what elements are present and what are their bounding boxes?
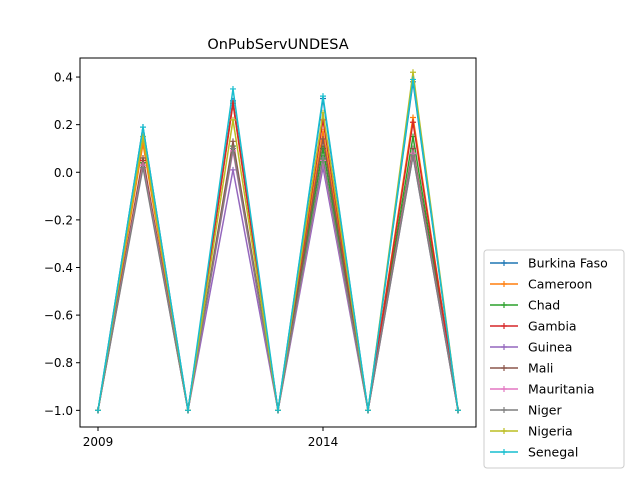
data-point [230, 166, 236, 173]
data-point [185, 407, 191, 414]
data-point [410, 76, 416, 83]
data-point [320, 135, 326, 142]
legend-item: Guinea [490, 340, 572, 355]
data-point [95, 407, 101, 414]
series-line [97, 78, 459, 412]
data-point [140, 154, 146, 161]
plot-frame [79, 57, 477, 428]
legend-item: Burkina Faso [490, 256, 608, 271]
y-tick-label: 0.2 [54, 118, 73, 132]
y-tick-label: −0.4 [44, 261, 73, 275]
legend-marker [501, 428, 507, 434]
legend-item: Mali [490, 361, 553, 376]
x-axis: 2009 2014 [83, 427, 339, 449]
data-point [455, 407, 461, 414]
legend-item: Chad [490, 298, 560, 313]
legend-label: Nigeria [528, 424, 573, 439]
legend-item: Mauritania [490, 382, 595, 397]
series-line [97, 81, 459, 412]
legend-label: Guinea [528, 340, 572, 355]
y-tick-label: −1.0 [44, 404, 73, 418]
series-gambia [95, 100, 461, 414]
legend-marker [501, 260, 507, 266]
legend: Burkina Faso Cameroon Chad Gambia Guinea Mali… [483, 249, 625, 469]
data-point [140, 124, 146, 131]
data-point [320, 93, 326, 100]
plot-lines [95, 69, 461, 414]
legend-label: Niger [528, 403, 562, 418]
data-point [320, 116, 326, 123]
y-tick-label: −0.8 [44, 356, 73, 370]
x-tick-label: 2009 [83, 435, 114, 449]
data-point [230, 138, 236, 145]
legend-marker [501, 407, 507, 413]
y-tick-label: −0.2 [44, 213, 73, 227]
series-cameroon [95, 100, 461, 414]
data-point [230, 145, 236, 152]
legend-label: Gambia [528, 319, 577, 334]
legend-item: Senegal [490, 445, 578, 460]
legend-label: Chad [528, 298, 560, 313]
data-point [140, 164, 146, 171]
data-point [410, 69, 416, 76]
chart-title: OnPubServUNDESA [207, 37, 348, 53]
legend-marker [501, 386, 507, 392]
data-point [365, 407, 371, 414]
legend-item: Niger [490, 403, 562, 418]
data-point [410, 119, 416, 126]
legend-box [483, 249, 625, 469]
data-point [410, 152, 416, 159]
series-nigeria [95, 69, 461, 414]
legend-marker [501, 449, 507, 455]
data-point [230, 85, 236, 92]
legend-label: Mauritania [528, 382, 595, 397]
series-line [97, 71, 459, 412]
series-senegal [95, 76, 461, 414]
legend-label: Cameroon [528, 277, 592, 292]
data-point [275, 407, 281, 414]
legend-label: Senegal [528, 445, 578, 460]
legend-label: Burkina Faso [528, 256, 608, 271]
legend-marker [501, 344, 507, 350]
y-axis: −1.0 −0.8 −0.6 −0.4 −0.2 0.0 0.2 0.4 [44, 71, 80, 418]
legend-item: Cameroon [490, 277, 592, 292]
legend-marker [501, 323, 507, 329]
legend-marker [501, 281, 507, 287]
legend-item: Nigeria [490, 424, 573, 439]
legend-label: Mali [528, 361, 553, 376]
legend-marker [501, 302, 507, 308]
data-point [320, 154, 326, 161]
legend-marker [501, 365, 507, 371]
y-tick-label: 0.4 [54, 71, 73, 85]
x-tick-label: 2014 [308, 435, 339, 449]
legend-item: Gambia [490, 319, 577, 334]
y-tick-label: −0.6 [44, 309, 73, 323]
y-tick-label: 0.0 [54, 166, 73, 180]
data-point [230, 116, 236, 123]
